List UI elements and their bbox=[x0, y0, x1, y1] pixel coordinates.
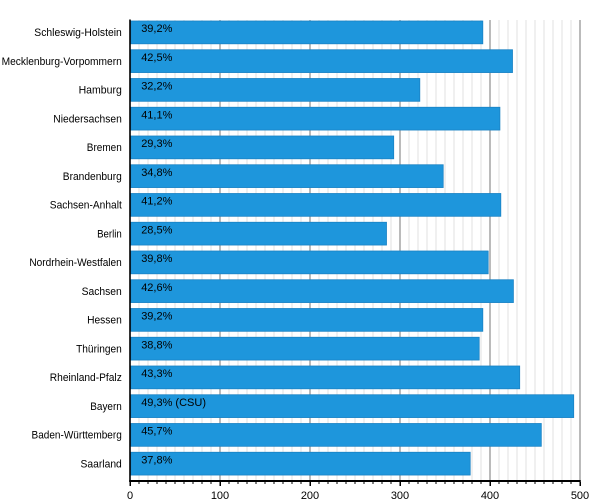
svg-text:300: 300 bbox=[391, 490, 409, 500]
svg-text:39,2%: 39,2% bbox=[141, 23, 172, 35]
svg-text:45,7%: 45,7% bbox=[141, 426, 172, 438]
svg-text:Sachsen-Anhalt: Sachsen-Anhalt bbox=[50, 200, 122, 212]
svg-text:29,3%: 29,3% bbox=[141, 138, 172, 150]
svg-text:Hamburg: Hamburg bbox=[79, 85, 122, 97]
svg-text:42,6%: 42,6% bbox=[141, 282, 172, 294]
svg-text:500: 500 bbox=[571, 490, 589, 500]
svg-text:Bayern: Bayern bbox=[90, 401, 122, 413]
svg-text:0: 0 bbox=[127, 490, 133, 500]
svg-text:Sachsen: Sachsen bbox=[82, 286, 122, 298]
svg-text:Niedersachsen: Niedersachsen bbox=[53, 113, 122, 125]
svg-text:200: 200 bbox=[301, 490, 319, 500]
svg-text:Saarland: Saarland bbox=[81, 458, 122, 470]
svg-text:38,8%: 38,8% bbox=[141, 339, 172, 351]
svg-text:Hessen: Hessen bbox=[87, 315, 122, 327]
svg-text:Schleswig-Holstein: Schleswig-Holstein bbox=[34, 27, 122, 39]
svg-text:Brandenburg: Brandenburg bbox=[63, 171, 122, 183]
svg-text:34,8%: 34,8% bbox=[141, 167, 172, 179]
svg-text:Bremen: Bremen bbox=[87, 142, 122, 154]
svg-text:42,5%: 42,5% bbox=[141, 52, 172, 64]
svg-text:49,3% (CSU): 49,3% (CSU) bbox=[141, 397, 206, 409]
svg-text:Mecklenburg-Vorpommern: Mecklenburg-Vorpommern bbox=[2, 56, 122, 68]
svg-text:100: 100 bbox=[211, 490, 229, 500]
svg-text:39,2%: 39,2% bbox=[141, 311, 172, 323]
svg-text:Berlin: Berlin bbox=[97, 228, 122, 240]
svg-text:37,8%: 37,8% bbox=[141, 454, 172, 466]
svg-text:Baden-Württemberg: Baden-Württemberg bbox=[32, 430, 122, 442]
svg-text:41,2%: 41,2% bbox=[141, 196, 172, 208]
svg-text:Nordrhein-Westfalen: Nordrhein-Westfalen bbox=[29, 257, 121, 269]
svg-text:28,5%: 28,5% bbox=[141, 224, 172, 236]
svg-text:400: 400 bbox=[481, 490, 499, 500]
svg-text:32,2%: 32,2% bbox=[141, 81, 172, 93]
svg-text:43,3%: 43,3% bbox=[141, 368, 172, 380]
svg-text:Rheinland-Pfalz: Rheinland-Pfalz bbox=[50, 372, 122, 384]
svg-text:39,8%: 39,8% bbox=[141, 253, 172, 265]
svg-text:Thüringen: Thüringen bbox=[76, 343, 122, 355]
svg-text:41,1%: 41,1% bbox=[141, 109, 172, 121]
